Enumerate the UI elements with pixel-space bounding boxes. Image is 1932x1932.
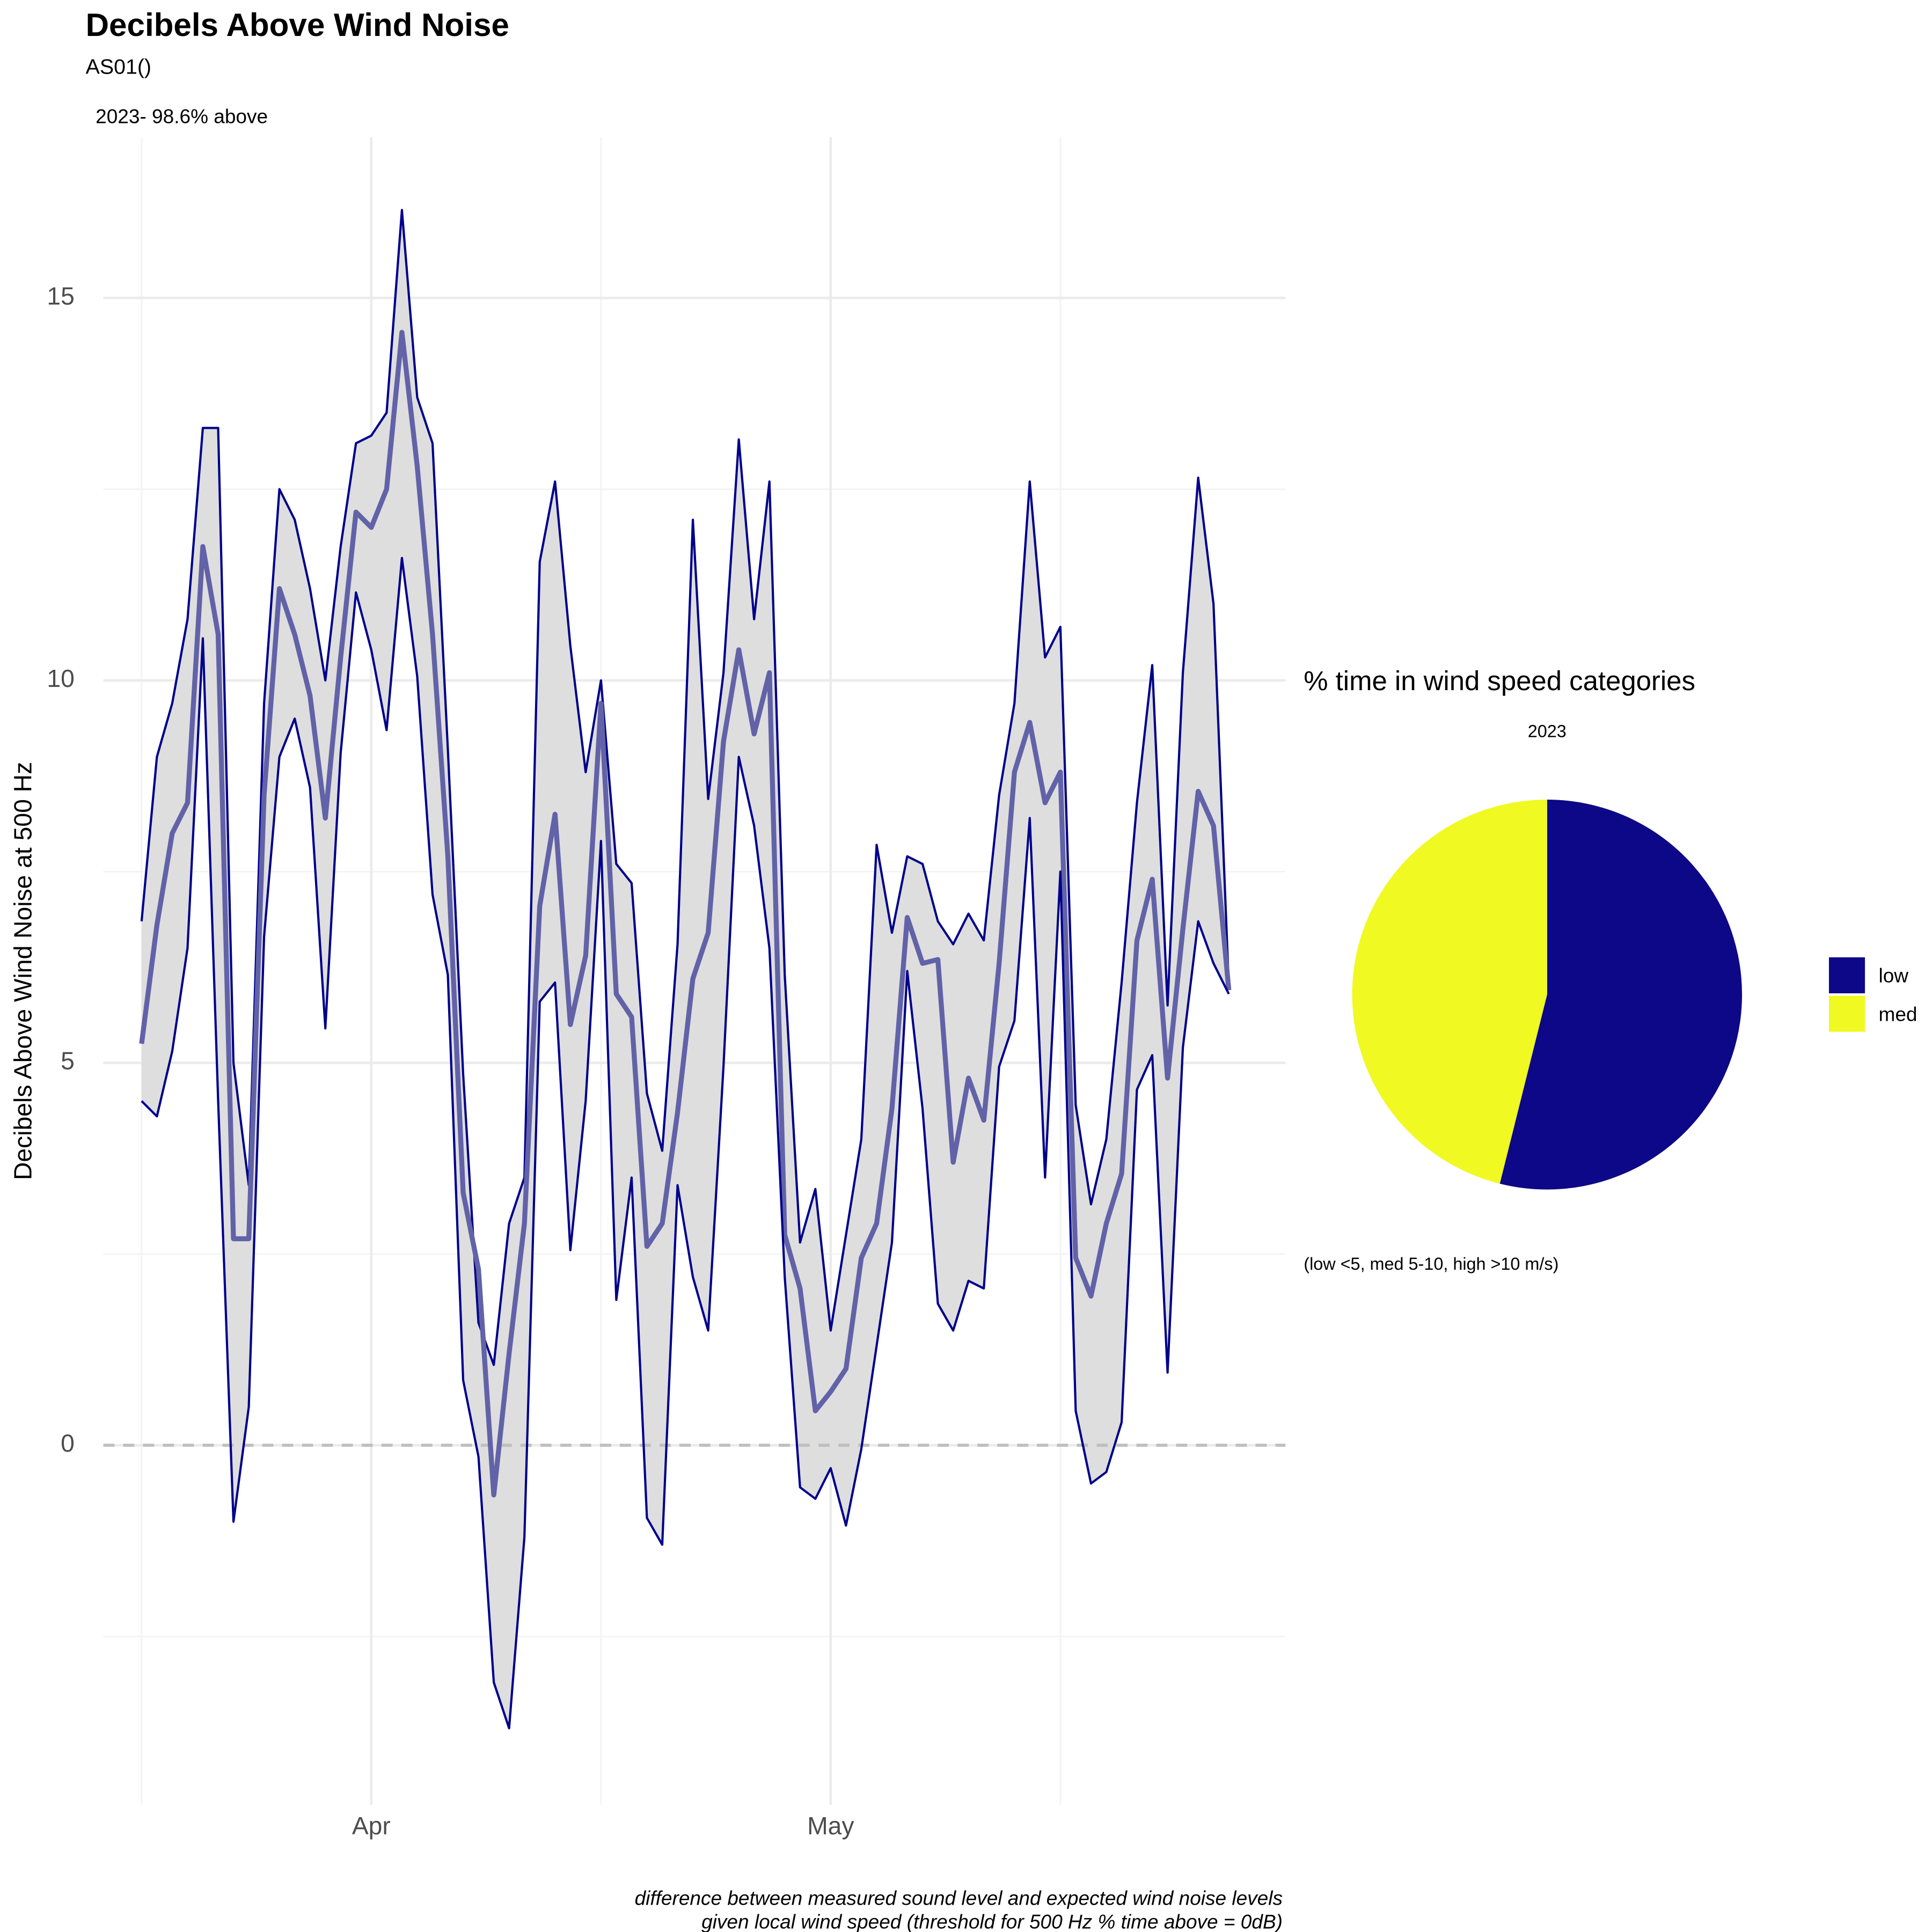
ribbon [141, 210, 1229, 1729]
y-tick-label: 0 [61, 1429, 75, 1457]
series-line [141, 557, 1230, 1730]
caption: difference between measured sound level … [635, 1887, 1283, 1909]
annotation: 2023- 98.6% above [96, 105, 268, 128]
y-tick-label: 10 [47, 664, 74, 692]
legend-key [1828, 957, 1865, 993]
legend-key [1828, 996, 1865, 1032]
pie-title: % time in wind speed categories [1304, 665, 1695, 696]
pie-slice [1352, 799, 1547, 1184]
pie-caption: (low <5, med 5-10, high >10 m/s) [1304, 1254, 1558, 1274]
y-tick-label: 5 [61, 1047, 75, 1075]
y-axis-label: Decibels Above Wind Noise at 500 Hz [9, 762, 36, 1180]
pie-subtitle: 2023 [1528, 722, 1567, 741]
caption: given local wind speed (threshold for 50… [701, 1911, 1283, 1932]
chart-subtitle: AS01() [86, 55, 151, 79]
legend-label: low [1879, 964, 1909, 987]
series-line [140, 209, 1230, 1366]
x-tick-label: Apr [352, 1812, 391, 1840]
pie-slice [1499, 799, 1743, 1190]
x-tick-label: May [807, 1812, 854, 1840]
legend-label: med [1879, 1002, 1918, 1025]
chart-title: Decibels Above Wind Noise [86, 7, 509, 43]
y-tick-label: 15 [47, 282, 74, 310]
series-line [139, 330, 1232, 1498]
